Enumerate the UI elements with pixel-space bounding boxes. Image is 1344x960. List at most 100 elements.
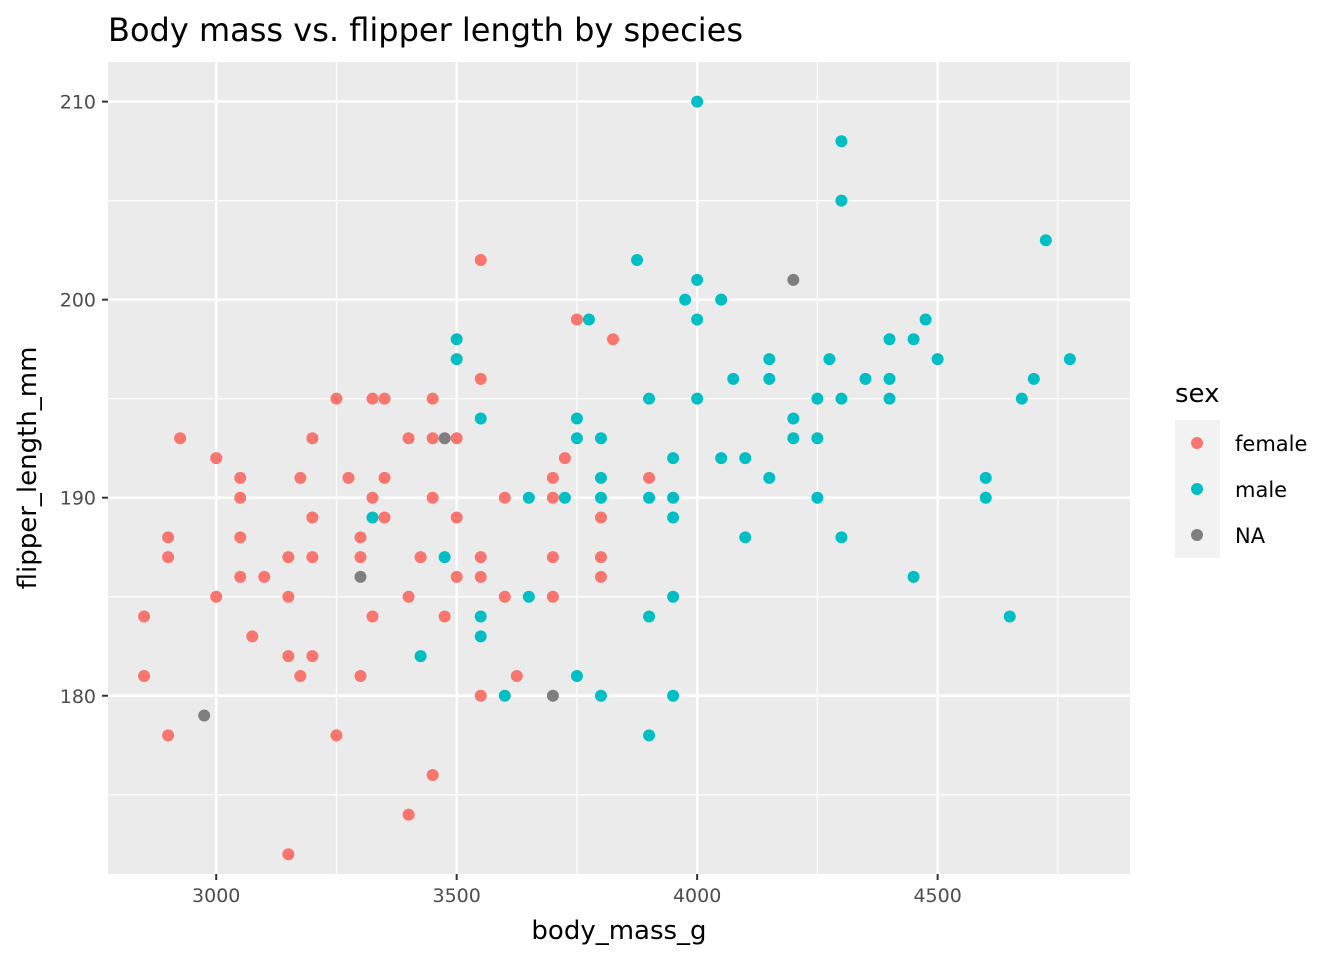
data-point-female	[234, 570, 247, 583]
legend-label-female: female	[1235, 432, 1307, 456]
data-point-male	[1063, 353, 1076, 366]
data-point-male	[787, 412, 800, 425]
y-axis-title: flipper_length_mm	[13, 347, 43, 590]
data-point-male	[1003, 610, 1016, 623]
data-point-male	[979, 471, 992, 484]
data-point-male	[679, 293, 692, 306]
data-point-male	[474, 610, 487, 623]
legend: sex female male NA	[1175, 379, 1307, 558]
data-point-male	[594, 471, 607, 484]
data-point-female	[330, 392, 343, 405]
data-point-male	[1015, 392, 1028, 405]
data-point-female	[594, 511, 607, 524]
data-point-female	[450, 432, 463, 445]
data-point-na	[438, 432, 451, 445]
major-gridlines	[108, 62, 1130, 874]
data-point-male	[558, 491, 571, 504]
data-point-female	[234, 531, 247, 544]
data-point-male	[570, 432, 583, 445]
data-point-male	[474, 412, 487, 425]
data-points	[138, 95, 1076, 861]
data-point-male	[727, 372, 740, 385]
data-point-male	[691, 313, 704, 326]
data-point-male	[1039, 234, 1052, 247]
data-point-male	[835, 194, 848, 207]
data-point-male	[570, 412, 583, 425]
chart-title: Body mass vs. flipper length by species	[108, 11, 743, 49]
data-point-male	[787, 432, 800, 445]
data-point-female	[546, 590, 559, 603]
data-point-na	[354, 570, 367, 583]
data-point-female	[594, 570, 607, 583]
y-tick-label: 200	[60, 290, 96, 312]
data-point-male	[835, 531, 848, 544]
data-point-female	[306, 511, 319, 524]
data-point-female	[258, 570, 271, 583]
data-point-female	[498, 590, 511, 603]
data-point-male	[919, 313, 932, 326]
data-point-male	[667, 689, 680, 702]
data-point-female	[474, 689, 487, 702]
data-point-male	[594, 491, 607, 504]
data-point-female	[546, 551, 559, 564]
data-point-male	[823, 353, 836, 366]
data-point-female	[414, 551, 427, 564]
x-tick-label: 4500	[913, 885, 961, 907]
data-point-male	[907, 333, 920, 346]
data-point-male	[522, 491, 535, 504]
data-point-male	[643, 729, 656, 742]
data-point-male	[979, 491, 992, 504]
data-point-male	[582, 313, 595, 326]
data-point-male	[522, 590, 535, 603]
data-point-female	[162, 729, 175, 742]
data-point-female	[162, 551, 175, 564]
data-point-na	[546, 689, 559, 702]
data-point-male	[570, 669, 583, 682]
data-point-female	[330, 729, 343, 742]
plot-panel	[108, 62, 1130, 874]
legend-key-na	[1191, 529, 1203, 541]
data-point-female	[558, 452, 571, 465]
data-point-male	[594, 432, 607, 445]
data-point-male	[739, 531, 752, 544]
data-point-female	[174, 432, 187, 445]
data-point-female	[594, 551, 607, 564]
data-point-male	[474, 630, 487, 643]
legend-key-female	[1191, 437, 1203, 449]
data-point-female	[426, 491, 439, 504]
data-point-female	[366, 392, 379, 405]
data-point-male	[498, 689, 511, 702]
data-point-female	[138, 669, 151, 682]
data-point-female	[210, 452, 223, 465]
data-point-female	[342, 471, 355, 484]
data-point-male	[883, 392, 896, 405]
data-point-male	[667, 511, 680, 524]
data-point-female	[426, 392, 439, 405]
x-tick-label: 3000	[192, 885, 240, 907]
data-point-male	[643, 610, 656, 623]
data-point-male	[715, 452, 728, 465]
x-tick-label: 4000	[673, 885, 721, 907]
data-point-male	[811, 491, 824, 504]
y-axis-ticks: 180 190 200 210	[60, 92, 108, 708]
data-point-male	[739, 452, 752, 465]
data-point-female	[426, 432, 439, 445]
data-point-female	[498, 491, 511, 504]
data-point-male	[667, 452, 680, 465]
data-point-male	[366, 511, 379, 524]
data-point-male	[438, 551, 451, 564]
data-point-female	[366, 491, 379, 504]
data-point-male	[859, 372, 872, 385]
data-point-male	[450, 353, 463, 366]
legend-key-male	[1191, 483, 1203, 495]
x-axis-title: body_mass_g	[531, 916, 706, 946]
data-point-female	[546, 491, 559, 504]
data-point-female	[354, 551, 367, 564]
legend-title: sex	[1175, 379, 1219, 409]
data-point-female	[234, 491, 247, 504]
data-point-male	[667, 590, 680, 603]
data-point-female	[474, 254, 487, 267]
data-point-female	[474, 551, 487, 564]
data-point-male	[715, 293, 728, 306]
